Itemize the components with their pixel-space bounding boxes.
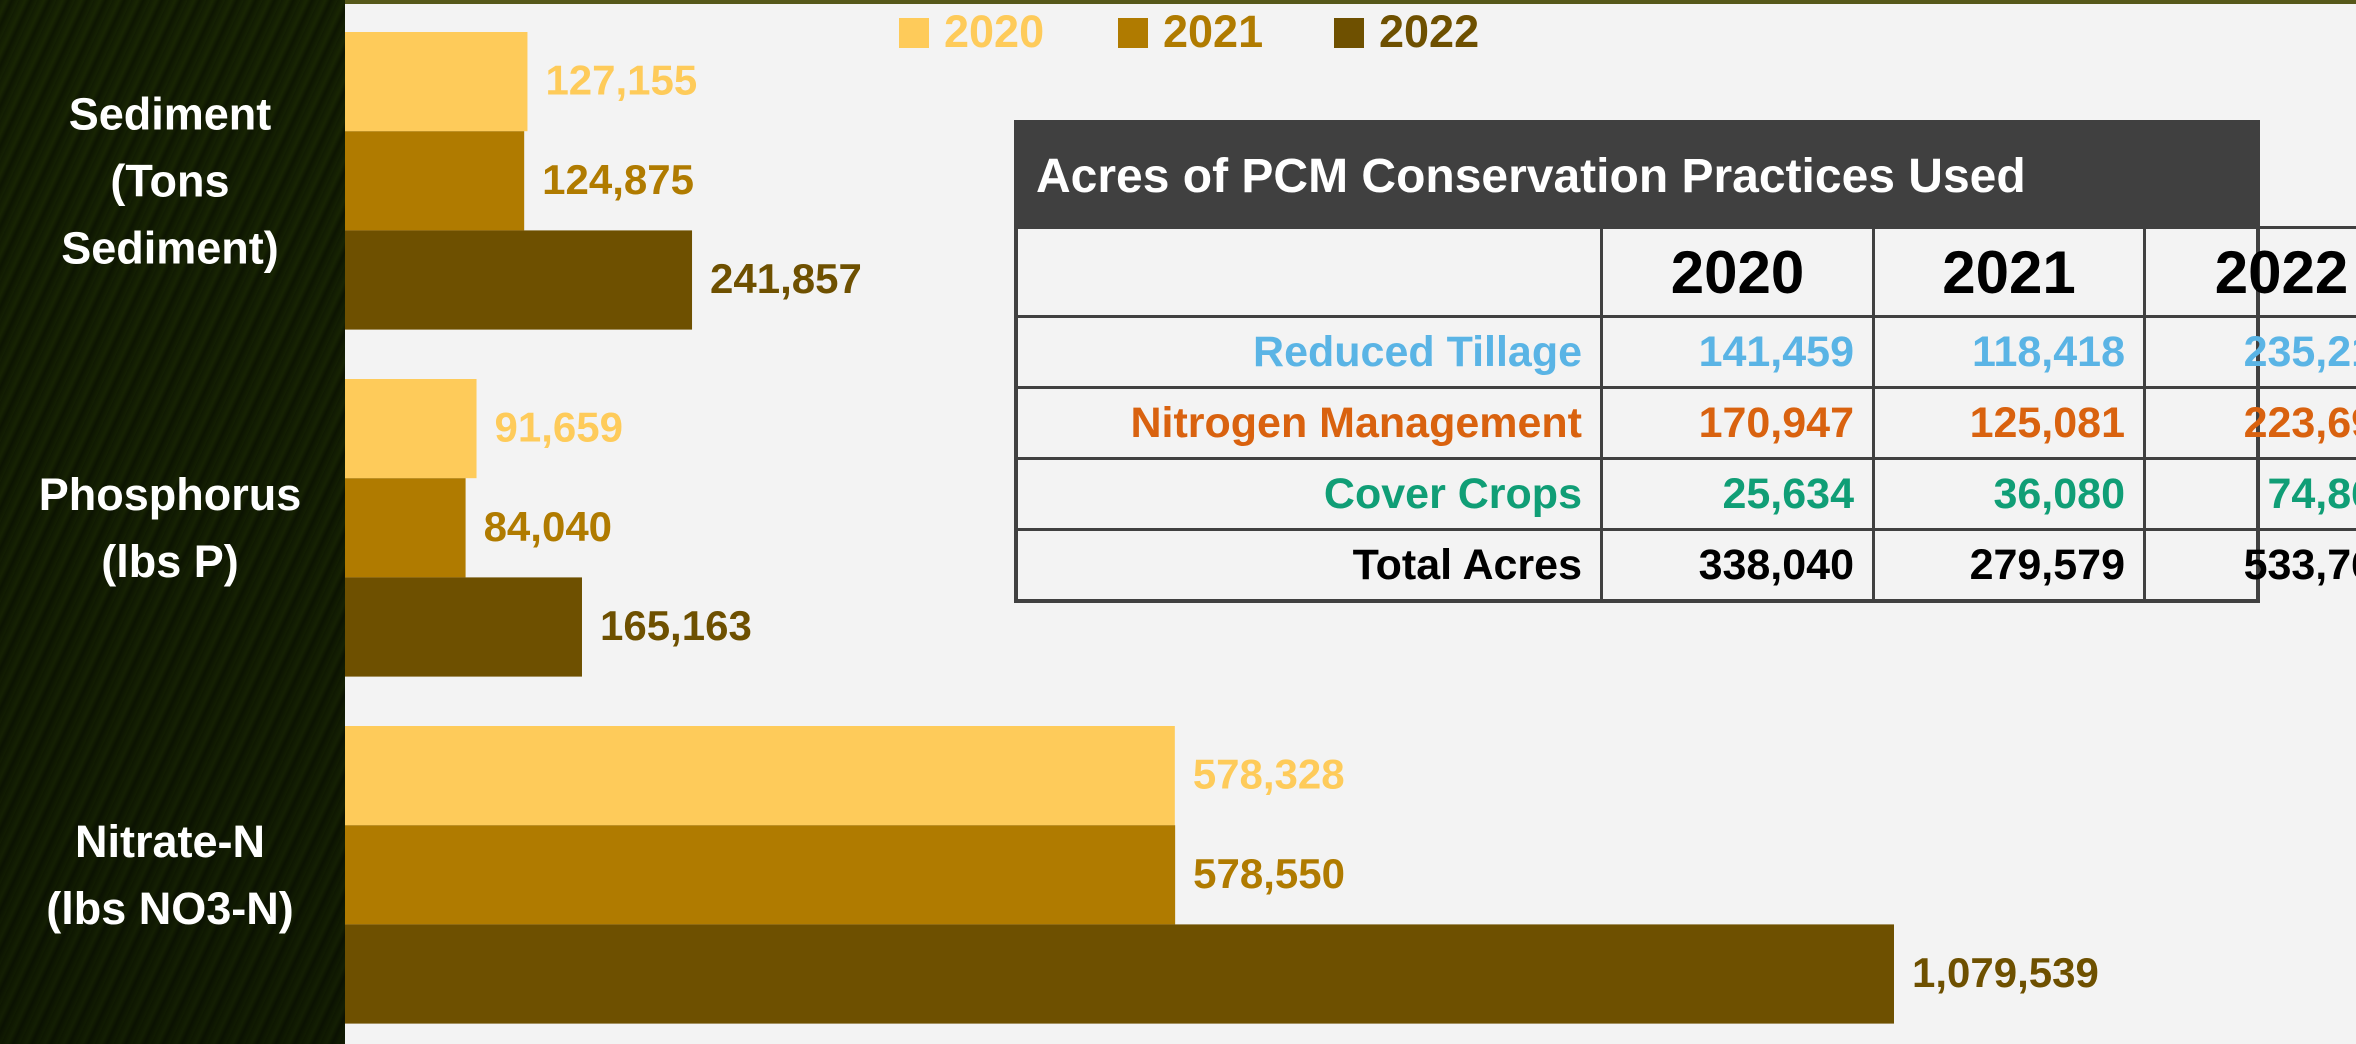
legend-label: 2020 bbox=[944, 6, 1044, 57]
bar bbox=[345, 379, 477, 479]
data-label: 165,163 bbox=[600, 602, 752, 649]
table-cell: 118,418 bbox=[1872, 315, 2146, 389]
table-cell: Cover Crops bbox=[1018, 457, 1603, 531]
data-label: 124,875 bbox=[542, 156, 694, 203]
legend-swatch bbox=[899, 18, 929, 48]
bar bbox=[345, 131, 525, 231]
header-cell: 2022 bbox=[2143, 226, 2356, 318]
grass-background bbox=[0, 0, 345, 1044]
table-cell: 235,212 bbox=[2143, 315, 2356, 389]
top-strip bbox=[345, 0, 2356, 4]
bar bbox=[345, 825, 1176, 925]
table-cell: 533,765 bbox=[2143, 528, 2356, 599]
table-cell: 74,862 bbox=[2143, 457, 2356, 531]
data-label: 84,040 bbox=[484, 503, 612, 550]
table-cell: Total Acres bbox=[1018, 528, 1603, 599]
table-cell: 36,080 bbox=[1872, 457, 2146, 531]
table-header-row: 2020 2021 2022 bbox=[1018, 226, 2356, 318]
table-cell: 125,081 bbox=[1872, 386, 2146, 460]
table-cell: 338,040 bbox=[1600, 528, 1875, 599]
data-label: 1,079,539 bbox=[1912, 949, 2099, 996]
table-cell: 279,579 bbox=[1872, 528, 2146, 599]
category-label: Phosphorus (lbs P) bbox=[38, 468, 302, 587]
legend-label: 2022 bbox=[1379, 6, 1479, 57]
legend-swatch bbox=[1334, 18, 1364, 48]
table-cell: 170,947 bbox=[1600, 386, 1875, 460]
header-cell bbox=[1018, 226, 1603, 318]
bar bbox=[345, 924, 1894, 1024]
header-cell: 2020 bbox=[1600, 226, 1875, 318]
bar bbox=[345, 726, 1175, 826]
bar bbox=[345, 577, 582, 677]
data-label: 578,328 bbox=[1193, 751, 1345, 798]
category-label: Sediment (Tons Sediment) bbox=[61, 88, 279, 274]
table-cell: Nitrogen Management bbox=[1018, 386, 1603, 460]
legend-label: 2021 bbox=[1163, 6, 1263, 57]
legend-swatch bbox=[1118, 18, 1148, 48]
data-label: 127,155 bbox=[545, 57, 697, 104]
table-title: Acres of PCM Conservation Practices Used bbox=[1018, 124, 2256, 226]
table-cell: Reduced Tillage bbox=[1018, 315, 1603, 389]
table-cell: 141,459 bbox=[1600, 315, 1875, 389]
data-label: 241,857 bbox=[710, 255, 862, 302]
data-label: 578,550 bbox=[1193, 850, 1345, 897]
table-grid: 2020 2021 2022 Reduced Tillage 141,459 118,41… bbox=[1018, 226, 2356, 599]
table-cell: 25,634 bbox=[1600, 457, 1875, 531]
header-cell: 2021 bbox=[1872, 226, 2146, 318]
bar bbox=[345, 478, 466, 578]
bar bbox=[345, 32, 528, 132]
table: Acres of PCM Conservation Practices Used… bbox=[1014, 120, 2356, 603]
bar bbox=[345, 230, 693, 330]
category-label: Nitrate-N (lbs NO3-N) bbox=[46, 815, 294, 934]
data-label: 91,659 bbox=[495, 404, 623, 451]
table-cell: 223,692 bbox=[2143, 386, 2356, 460]
